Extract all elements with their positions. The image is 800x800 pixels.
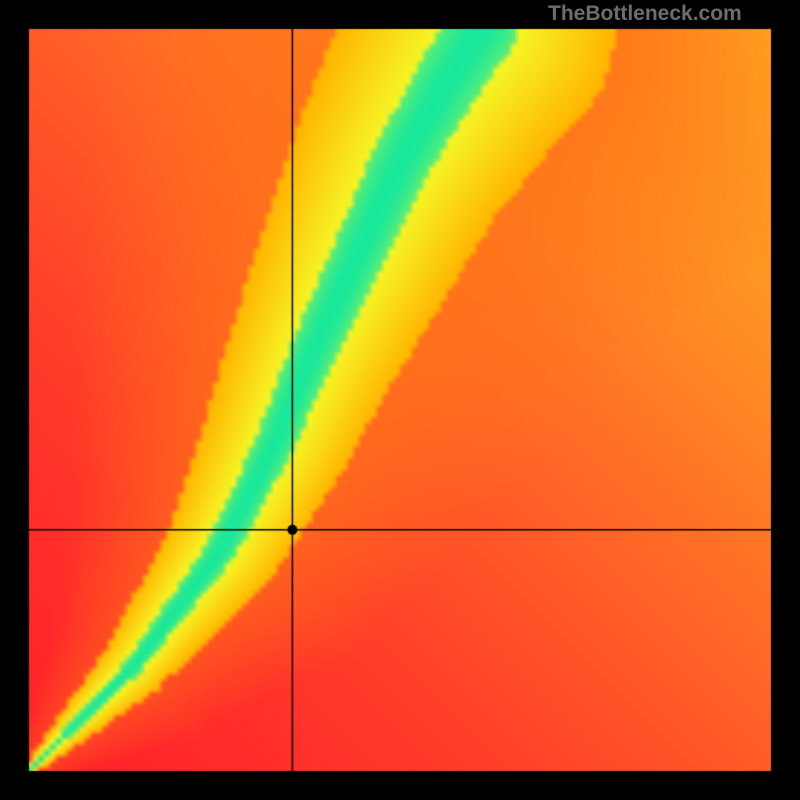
attribution-label: TheBottleneck.com — [548, 2, 742, 26]
bottleneck-heatmap — [0, 0, 800, 800]
